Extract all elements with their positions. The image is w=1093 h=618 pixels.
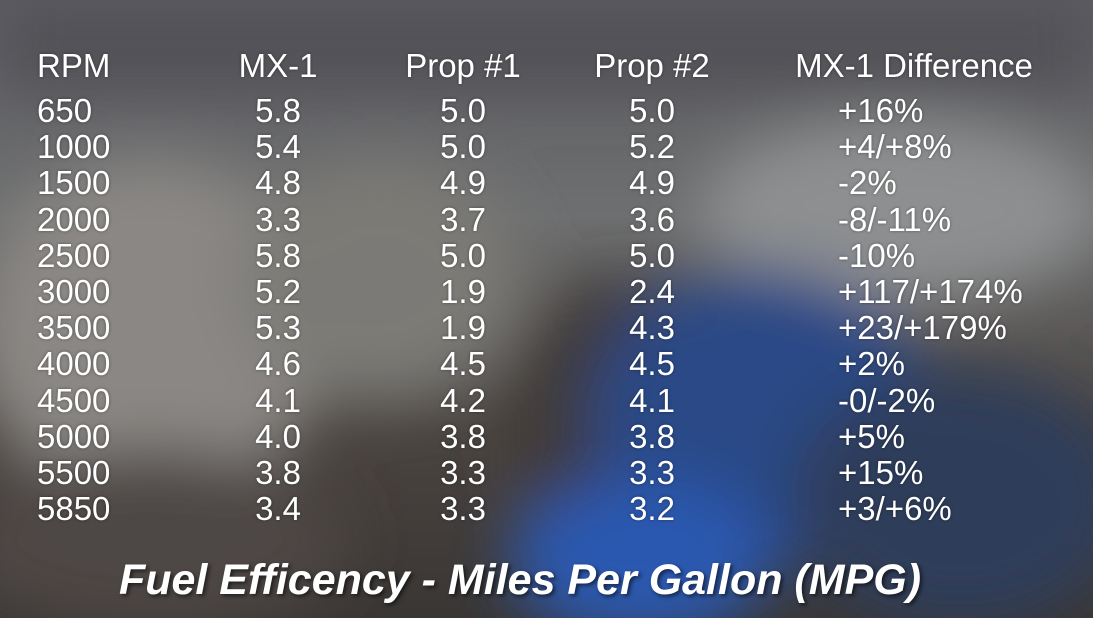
table-cell: 4.5: [440, 345, 486, 383]
table-cell: 3.3: [255, 200, 301, 238]
table-cell: +15%: [838, 454, 924, 491]
table-cell: 5.3: [255, 309, 301, 347]
column-header: Prop #2: [594, 47, 710, 84]
table-cell: 5.2: [629, 128, 675, 166]
table-cell: 5000: [37, 417, 111, 455]
table-cell: 5.0: [629, 236, 675, 274]
table-cell: +5%: [838, 417, 905, 455]
column-header: MX-1: [238, 47, 318, 84]
table-cell: 3.2: [629, 490, 675, 528]
table-cell: 4.0: [255, 417, 301, 455]
table-cell: 650: [37, 92, 93, 129]
table-cell: 4500: [37, 381, 111, 419]
table-cell: 5.8: [255, 236, 301, 274]
table-cell: 4.2: [440, 381, 486, 419]
table-cell: 3.4: [255, 490, 301, 528]
table-cell: 4.1: [255, 381, 301, 419]
table-cell: 2.4: [629, 273, 675, 310]
table-cell: 1500: [37, 164, 111, 202]
table-cell: 2000: [37, 200, 111, 238]
table-cell: 1000: [37, 128, 111, 166]
table-cell: +3/+6%: [838, 490, 952, 528]
table-cell: 4.1: [629, 381, 675, 419]
column-header: Prop #1: [405, 47, 521, 84]
table-cell: 4.9: [629, 164, 675, 202]
table-cell: 5500: [37, 454, 111, 491]
table-cell: 1.9: [440, 273, 486, 310]
table-cell: -10%: [838, 236, 916, 274]
table-cell: 3.6: [629, 200, 675, 238]
table-cell: 1.9: [440, 309, 486, 347]
table-cell: 3.8: [255, 454, 301, 491]
table-cell: 5.0: [440, 236, 486, 274]
table-cell: 4.9: [440, 164, 486, 202]
table-cell: 2500: [37, 236, 111, 274]
table-cell: +23/+179%: [838, 309, 1007, 347]
column-header: RPM: [37, 47, 111, 84]
table-cell: 4000: [37, 345, 111, 383]
table-cell: 3.8: [440, 417, 486, 455]
table-cell: 3.3: [629, 454, 675, 491]
table-cell: 5.2: [255, 273, 301, 310]
table-cell: 3500: [37, 309, 111, 347]
column-header: MX-1 Difference: [795, 47, 1033, 84]
table-cell: 5.8: [255, 92, 301, 129]
table-cell: 4.3: [629, 309, 675, 347]
table-cell: 5.0: [629, 92, 675, 129]
table-cell: 4.6: [255, 345, 301, 383]
table-cell: +117/+174%: [838, 273, 1023, 310]
table-cell: +16%: [838, 92, 924, 129]
table-cell: 3.3: [440, 454, 486, 491]
caption: Fuel Efficency - Miles Per Gallon (MPG): [118, 556, 922, 604]
table-cell: 5.0: [440, 128, 486, 166]
table-cell: 5850: [37, 490, 111, 528]
table-cell: 3.7: [440, 200, 486, 238]
table-cell: -8/-11%: [838, 200, 952, 238]
table-cell: 3000: [37, 273, 111, 310]
table-cell: -0/-2%: [838, 381, 936, 419]
table-cell: 3.8: [629, 417, 675, 455]
table-cell: 5.4: [255, 128, 301, 166]
table-cell: 4.8: [255, 164, 301, 202]
table-cell: +4/+8%: [838, 128, 952, 166]
table-cell: +2%: [838, 345, 905, 383]
table-cell: -2%: [838, 164, 897, 202]
table-cell: 4.5: [629, 345, 675, 383]
table-cell: 5.0: [440, 92, 486, 129]
table-cell: 3.3: [440, 490, 486, 528]
